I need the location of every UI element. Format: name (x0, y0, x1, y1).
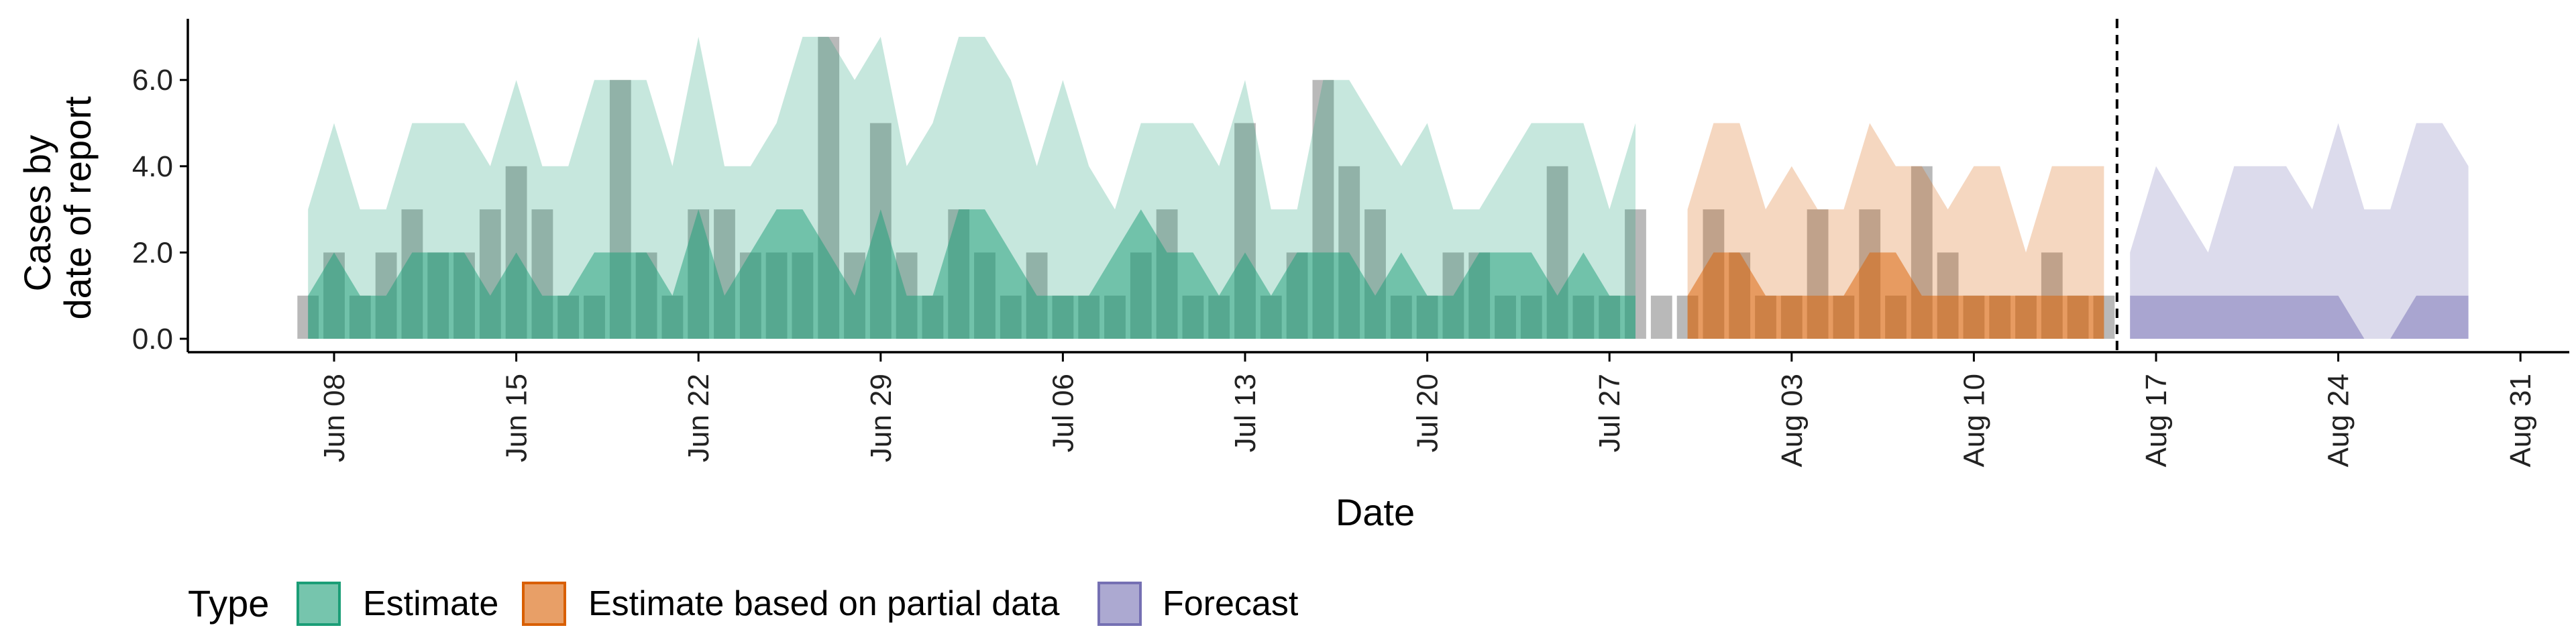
x-tick-label: Aug 24 (2322, 374, 2355, 467)
legend-key-estimate (297, 582, 341, 626)
estimate-ribbons (308, 36, 2469, 339)
x-tick-label: Jul 20 (1411, 374, 1444, 452)
x-tick-label: Jul 27 (1593, 374, 1626, 452)
x-tick-label: Aug 10 (1957, 374, 1990, 467)
reported-case-bar (1650, 295, 1672, 339)
y-tick-label: 2.0 (132, 236, 173, 269)
y-axis-title-line-2: date of report (56, 96, 99, 320)
y-axis-title: Cases by date of report (16, 96, 99, 320)
x-tick-label: Jun 15 (500, 374, 533, 462)
y-axis-title-line-1: Cases by (16, 135, 58, 291)
y-tick-label: 0.0 (132, 323, 173, 356)
axes: 0.0 2.0 4.0 6.0 Jun 08 Jun 15 Jun 22 Jun 29 Jul … (132, 19, 2569, 467)
estimate-inner-ribbon (308, 209, 1636, 339)
forecast-inner-ribbon (2130, 295, 2469, 339)
legend-key-forecast (1097, 582, 1142, 626)
x-tick-label: Aug 17 (2140, 374, 2173, 467)
x-tick-label: Jul 13 (1229, 374, 1262, 452)
legend-key-partial (522, 582, 566, 626)
partial-outer-ribbon (1687, 123, 2104, 339)
forecast-outer-ribbon (2130, 123, 2469, 339)
x-axis-title: Date (1336, 491, 1415, 533)
x-tick-label: Jun 08 (318, 374, 351, 462)
legend-title: Type (188, 582, 269, 625)
legend-entry-forecast: Forecast (1097, 582, 1299, 626)
x-tick-label: Aug 31 (2504, 374, 2537, 467)
legend-label-estimate: Estimate (363, 584, 498, 623)
legend: Type Estimate Estimate based on partial … (188, 582, 1299, 626)
partial-inner-ribbon (1687, 252, 2104, 339)
y-tick-label: 6.0 (132, 64, 173, 97)
legend-label-partial: Estimate based on partial data (588, 584, 1060, 623)
x-tick-label: Jun 22 (682, 374, 715, 462)
x-tick-label: Aug 03 (1776, 374, 1809, 467)
legend-entry-estimate: Estimate (297, 582, 498, 626)
y-tick-label: 4.0 (132, 150, 173, 183)
legend-label-forecast: Forecast (1163, 584, 1299, 623)
legend-entry-partial: Estimate based on partial data (522, 582, 1060, 626)
x-tick-label: Jul 06 (1046, 374, 1079, 452)
x-tick-label: Jun 29 (865, 374, 898, 462)
